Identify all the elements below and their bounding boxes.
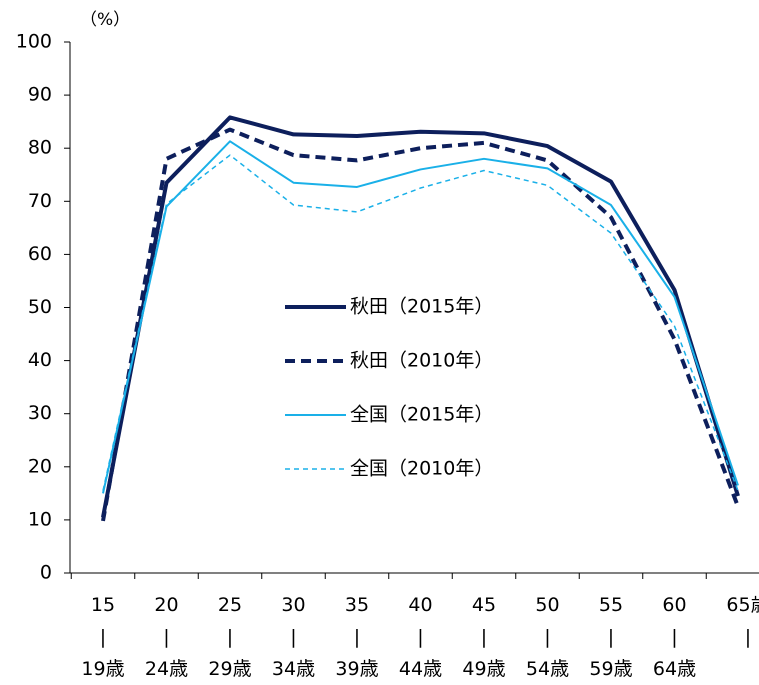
y-tick-label: 0 xyxy=(40,562,52,584)
y-axis-label: （%） xyxy=(80,10,130,30)
y-tick-label: 100 xyxy=(16,31,52,53)
x-tick-label: 60 | 64歳 xyxy=(653,594,696,680)
series-line xyxy=(102,140,739,494)
y-tick-label: 90 xyxy=(28,84,52,106)
y-tick-label: 20 xyxy=(28,455,52,477)
legend-label: 秋田（2015年） xyxy=(350,296,493,318)
series-line xyxy=(102,154,739,491)
x-tick-label: 45 | 49歳 xyxy=(462,594,505,680)
series-line xyxy=(101,115,740,518)
x-tick-label: 20 | 24歳 xyxy=(145,594,188,680)
x-tick-label: 35 | 39歳 xyxy=(335,594,378,680)
x-tick-label: 25 | 29歳 xyxy=(208,594,251,680)
y-tick-label: 10 xyxy=(28,508,52,530)
legend-label: 全国（2010年） xyxy=(350,458,493,480)
y-tick-label: 30 xyxy=(28,402,52,424)
x-tick-label: 30 | 34歳 xyxy=(272,594,315,680)
y-tick-label: 70 xyxy=(28,190,52,212)
x-tick-label: 50 | 54歳 xyxy=(526,594,569,680)
y-tick-label: 80 xyxy=(28,137,52,159)
x-tick-label: 40 | 44歳 xyxy=(399,594,442,680)
legend-label: 秋田（2010年） xyxy=(350,350,493,372)
x-tick-label: 55 | 59歳 xyxy=(589,594,632,680)
x-tick-label: 15 | 19歳 xyxy=(81,594,124,680)
y-tick-label: 40 xyxy=(28,349,52,371)
legend-label: 全国（2015年） xyxy=(350,404,493,426)
x-tick-label: 65歳| xyxy=(726,594,759,648)
y-tick-label: 60 xyxy=(28,243,52,265)
y-tick-label: 50 xyxy=(28,296,52,318)
